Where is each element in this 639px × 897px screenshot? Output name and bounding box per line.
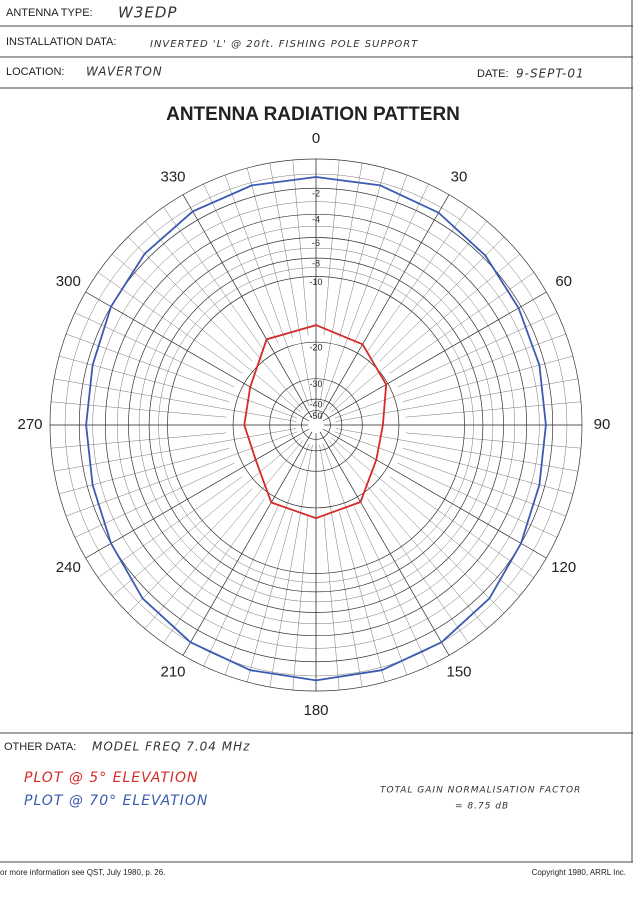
fine-spoke xyxy=(54,428,297,472)
angle-tick-label: 60 xyxy=(555,273,572,290)
fine-spoke xyxy=(127,488,253,614)
antenna-type-label: ANTENNA TYPE: xyxy=(6,7,93,19)
fine-spoke xyxy=(97,272,243,374)
grid-spoke xyxy=(322,428,547,559)
fine-spoke xyxy=(367,498,469,644)
fine-spoke xyxy=(112,253,301,413)
angle-tick-label: 30 xyxy=(451,168,468,185)
fine-spoke xyxy=(144,221,304,410)
fine-spoke xyxy=(224,174,310,407)
fine-spoke xyxy=(397,462,558,538)
normalisation: = 8.75 dB xyxy=(455,802,509,812)
legend-entry: PLOT @ 5° ELEVATION xyxy=(24,770,199,786)
fine-spoke xyxy=(292,159,309,336)
fine-spoke xyxy=(203,183,279,344)
form-lines xyxy=(0,0,633,863)
fine-spoke xyxy=(144,440,304,629)
angle-tick-label: 300 xyxy=(56,273,81,290)
fine-spoke xyxy=(292,514,309,691)
normalisation-label: TOTAL GAIN NORMALISATION FACTOR xyxy=(380,786,581,796)
fine-spoke xyxy=(323,159,340,336)
fine-spoke xyxy=(74,312,235,388)
fine-spoke xyxy=(353,183,429,344)
fine-spoke xyxy=(50,401,227,418)
fine-spoke xyxy=(323,514,340,691)
angle-tick-label: 120 xyxy=(551,559,576,576)
fine-spoke xyxy=(389,476,535,578)
fine-spoke xyxy=(74,462,235,538)
other-data-label: OTHER DATA: xyxy=(4,741,76,753)
angle-tick-label: 90 xyxy=(594,416,611,433)
chart-title: ANTENNA RADIATION PATTERN xyxy=(166,104,460,125)
angle-tick-label: 150 xyxy=(446,664,471,681)
grid-spoke xyxy=(182,431,313,656)
info: or more information see QST, July 1980, … xyxy=(0,868,165,877)
fine-spoke xyxy=(331,437,520,597)
location-label: LOCATION: xyxy=(6,66,64,78)
fine-spoke xyxy=(112,437,301,597)
angle-tick-label: 270 xyxy=(17,416,42,433)
pattern-line xyxy=(243,324,388,520)
fine-spoke xyxy=(328,440,488,629)
fine-spoke xyxy=(353,506,429,667)
angle-tick-label: 210 xyxy=(160,664,185,681)
fine-spoke xyxy=(379,488,505,614)
fine-spoke xyxy=(319,163,363,406)
fine-spoke xyxy=(319,444,363,687)
date: 9-SEPT-01 xyxy=(516,67,585,81)
fine-spoke xyxy=(405,401,582,418)
fine-spoke xyxy=(322,174,408,407)
grid-spoke xyxy=(319,431,450,656)
installation-label: INSTALLATION DATA: xyxy=(6,36,116,48)
grid-spoke xyxy=(85,428,310,559)
fine-spoke xyxy=(405,432,582,449)
fine-spoke xyxy=(50,432,227,449)
fine-spoke xyxy=(331,253,520,413)
fine-spoke xyxy=(54,378,297,422)
fine-spoke xyxy=(389,272,535,374)
copyright: Copyright 1980, ARRL Inc. xyxy=(532,868,626,877)
antenna-type: W3EDP xyxy=(118,4,177,22)
fine-spoke xyxy=(367,206,469,352)
fine-spoke xyxy=(269,163,313,406)
pattern-line xyxy=(85,176,547,682)
fine-spoke xyxy=(163,206,265,352)
fine-spoke xyxy=(335,378,578,422)
angle-tick-label: 0 xyxy=(312,130,320,147)
fine-spoke xyxy=(269,444,313,687)
angle-tick-label: 330 xyxy=(160,168,185,185)
angle-tick-label: 180 xyxy=(303,702,328,719)
grid-spoke xyxy=(182,194,313,419)
grid-spoke xyxy=(322,291,547,422)
date-label: DATE: xyxy=(477,68,509,80)
fine-spoke xyxy=(65,431,298,517)
other-data: MODEL FREQ 7.04 MHz xyxy=(92,740,250,754)
fine-spoke xyxy=(163,498,265,644)
fine-spoke xyxy=(127,236,253,362)
installation: INVERTED 'L' @ 20ft. FISHING POLE SUPPOR… xyxy=(150,39,418,50)
fine-spoke xyxy=(334,333,567,419)
fine-spoke xyxy=(334,431,567,517)
location: WAVERTON xyxy=(86,65,163,79)
fine-spoke xyxy=(328,221,488,410)
legend-entry: PLOT @ 70° ELEVATION xyxy=(24,793,208,809)
grid-spoke xyxy=(85,291,310,422)
fine-spoke xyxy=(322,443,408,676)
fine-spoke xyxy=(97,476,243,578)
fine-spoke xyxy=(65,333,298,419)
fine-spoke xyxy=(203,506,279,667)
fine-spoke xyxy=(335,428,578,472)
polar-plot: -2-4-6-8-10-20-30-40-5003060901201501802… xyxy=(17,130,610,719)
fine-spoke xyxy=(224,443,310,676)
angle-tick-label: 240 xyxy=(56,559,81,576)
grid-spoke xyxy=(319,194,450,419)
